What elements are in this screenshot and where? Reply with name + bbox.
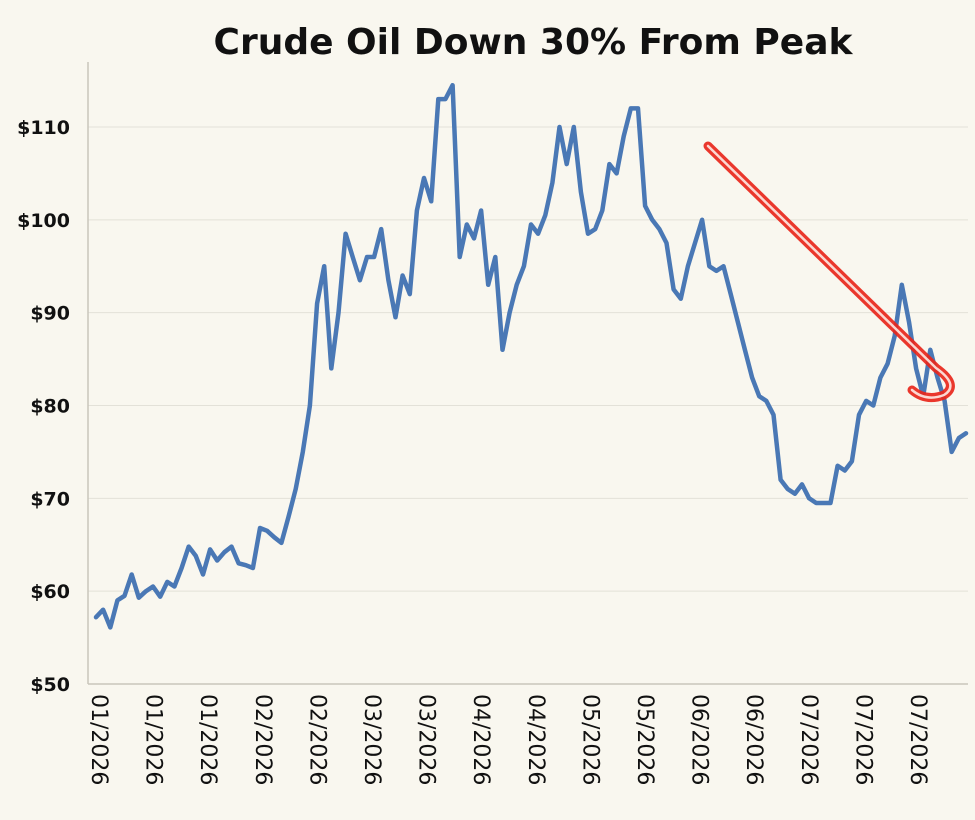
- x-tick-label: 01/2026: [195, 694, 220, 785]
- y-axis-ticks: $50 $60 $70 $80 $90 $100 $110: [17, 117, 70, 696]
- x-tick-label: 01/2026: [86, 694, 111, 785]
- price-series-line: [93, 82, 969, 630]
- axes: [87, 62, 968, 685]
- x-tick-label: 07/2026: [905, 694, 930, 785]
- x-tick-label: 04/2026: [523, 694, 548, 785]
- x-axis-ticks: 01/2026 01/2026 01/2026 02/2026 02/2026 03/20…: [86, 694, 930, 785]
- chart-title: Crude Oil Down 30% From Peak: [214, 22, 854, 63]
- x-tick-label: 02/2026: [304, 694, 329, 785]
- x-tick-label: 01/2026: [141, 694, 166, 785]
- grid: [88, 126, 968, 592]
- y-tick-label: $70: [30, 488, 70, 510]
- x-tick-label: 06/2026: [741, 694, 766, 785]
- x-tick-label: 03/2026: [359, 694, 384, 785]
- trend-arrow-annotation: [703, 141, 955, 403]
- x-tick-label: 05/2026: [577, 694, 602, 785]
- y-tick-label: $60: [30, 581, 70, 603]
- trend-arrow-highlight: [706, 144, 952, 399]
- x-tick-label: 05/2026: [632, 694, 657, 785]
- x-tick-label: 04/2026: [468, 694, 493, 785]
- x-tick-label: 06/2026: [687, 694, 712, 785]
- y-tick-label: $90: [30, 303, 70, 325]
- x-tick-label: 07/2026: [796, 694, 821, 785]
- x-tick-label: 07/2026: [850, 694, 875, 785]
- y-tick-label: $100: [17, 210, 70, 232]
- y-tick-label: $50: [30, 674, 70, 696]
- x-tick-label: 03/2026: [414, 694, 439, 785]
- y-tick-label: $80: [30, 395, 70, 417]
- series-layer: [93, 82, 969, 630]
- x-tick-label: 02/2026: [250, 694, 275, 785]
- y-tick-label: $110: [17, 117, 70, 139]
